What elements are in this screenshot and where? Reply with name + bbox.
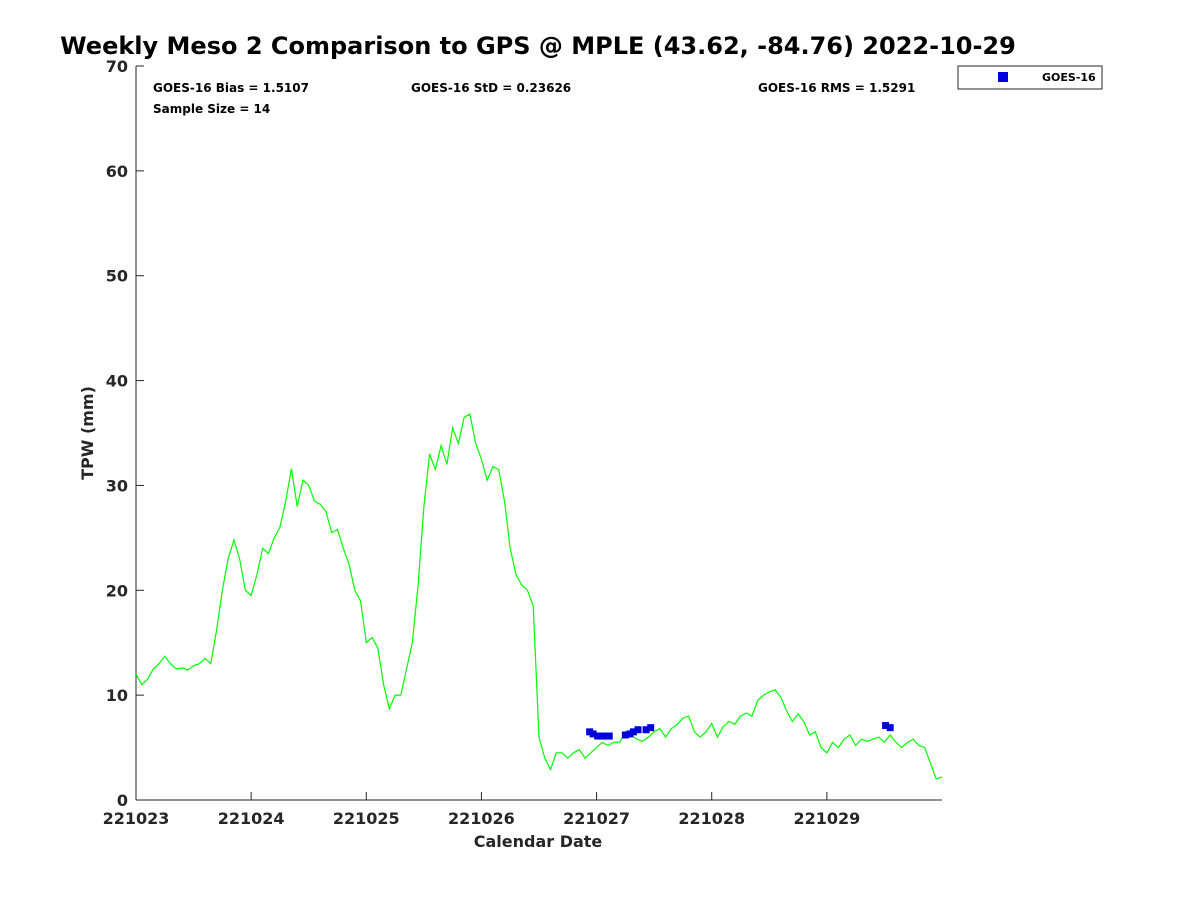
x-axis-label: Calendar Date xyxy=(474,832,603,851)
goes16-point xyxy=(629,728,637,736)
goes16-point xyxy=(621,731,629,739)
legend-box xyxy=(957,65,1103,90)
x-tick-label: 221029 xyxy=(793,809,860,828)
chart-title: Weekly Meso 2 Comparison to GPS @ MPLE (… xyxy=(60,32,1016,60)
x-tick-label: 221028 xyxy=(678,809,745,828)
rms-stat: GOES-16 RMS = 1.5291 xyxy=(758,81,915,95)
x-tick-label: 221026 xyxy=(448,809,515,828)
goes16-point xyxy=(634,726,642,734)
legend-label-goes16: GOES-16 xyxy=(1042,71,1096,84)
x-tick-label: 221025 xyxy=(333,809,400,828)
goes16-point xyxy=(605,732,613,740)
std-stat: GOES-16 StD = 0.23626 xyxy=(411,81,571,95)
goes16-point xyxy=(642,726,650,734)
y-axis-label: TPW (mm) xyxy=(78,386,97,480)
goes16-point xyxy=(601,732,609,740)
x-tick-label: 221023 xyxy=(103,809,170,828)
x-tick-label: 221024 xyxy=(218,809,285,828)
goes16-point xyxy=(886,724,894,732)
sample-size-stat: Sample Size = 14 xyxy=(153,102,270,116)
y-tick-label: 60 xyxy=(106,162,128,181)
y-tick-label: 50 xyxy=(106,267,128,286)
bias-stat: GOES-16 Bias = 1.5107 xyxy=(153,81,309,95)
y-tick-label: 0 xyxy=(117,791,128,810)
goes16-point xyxy=(882,722,890,730)
y-tick-label: 40 xyxy=(106,372,128,391)
x-axis-ticks: 221023 221024 221025 221026 221027 221028 2210… xyxy=(103,792,860,828)
series-layer xyxy=(135,413,943,780)
y-axis-ticks: 0 10 20 30 40 50 60 70 xyxy=(106,57,144,810)
x-tick-label: 221027 xyxy=(563,809,630,828)
y-tick-label: 10 xyxy=(106,686,128,705)
y-tick-label: 20 xyxy=(106,581,128,600)
y-tick-label: 70 xyxy=(106,57,128,76)
y-tick-label: 30 xyxy=(106,476,128,495)
gps-tpw-line xyxy=(135,413,943,780)
goes16-point xyxy=(589,730,597,738)
plot-area xyxy=(136,66,942,800)
legend: GOES-16 xyxy=(957,65,1103,90)
legend-marker-goes16 xyxy=(998,72,1008,82)
goes16-point xyxy=(647,724,655,732)
